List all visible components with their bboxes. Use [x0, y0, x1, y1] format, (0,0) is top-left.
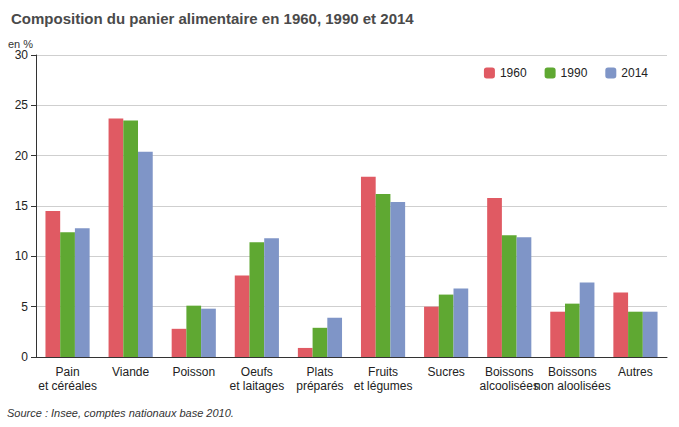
svg-text:Sucres: Sucres: [427, 365, 464, 379]
svg-text:5: 5: [21, 300, 28, 314]
svg-text:2014: 2014: [621, 66, 648, 80]
svg-text:Plats: Plats: [307, 365, 334, 379]
svg-text:20: 20: [15, 149, 29, 163]
svg-text:Pain: Pain: [56, 365, 80, 379]
svg-text:30: 30: [15, 48, 29, 62]
svg-text:Poisson: Poisson: [172, 365, 215, 379]
svg-text:1990: 1990: [561, 66, 588, 80]
svg-text:15: 15: [15, 199, 29, 213]
svg-text:en %: en %: [8, 37, 34, 50]
svg-text:et légumes: et légumes: [354, 379, 413, 393]
svg-text:Boissons: Boissons: [485, 365, 534, 379]
svg-text:Fruits: Fruits: [368, 365, 398, 379]
svg-text:non aloolisées: non aloolisées: [534, 379, 611, 393]
svg-text:25: 25: [15, 98, 29, 112]
svg-text:Composition du panier alimenta: Composition du panier alimentaire en 196…: [11, 10, 414, 27]
svg-text:1960: 1960: [500, 66, 527, 80]
svg-text:Boissons: Boissons: [548, 365, 597, 379]
svg-text:Oeufs: Oeufs: [241, 365, 273, 379]
svg-text:Autres: Autres: [618, 365, 653, 379]
svg-text:10: 10: [15, 249, 29, 263]
svg-text:0: 0: [21, 350, 28, 364]
svg-text:et céréales: et céréales: [38, 379, 97, 393]
svg-text:Viande: Viande: [112, 365, 149, 379]
svg-text:préparés: préparés: [296, 379, 343, 393]
svg-text:alcoolisées: alcoolisées: [480, 379, 539, 393]
svg-text:et laitages: et laitages: [229, 379, 284, 393]
svg-text:Source : Insee, comptes nation: Source : Insee, comptes nationaux base 2…: [7, 407, 234, 419]
